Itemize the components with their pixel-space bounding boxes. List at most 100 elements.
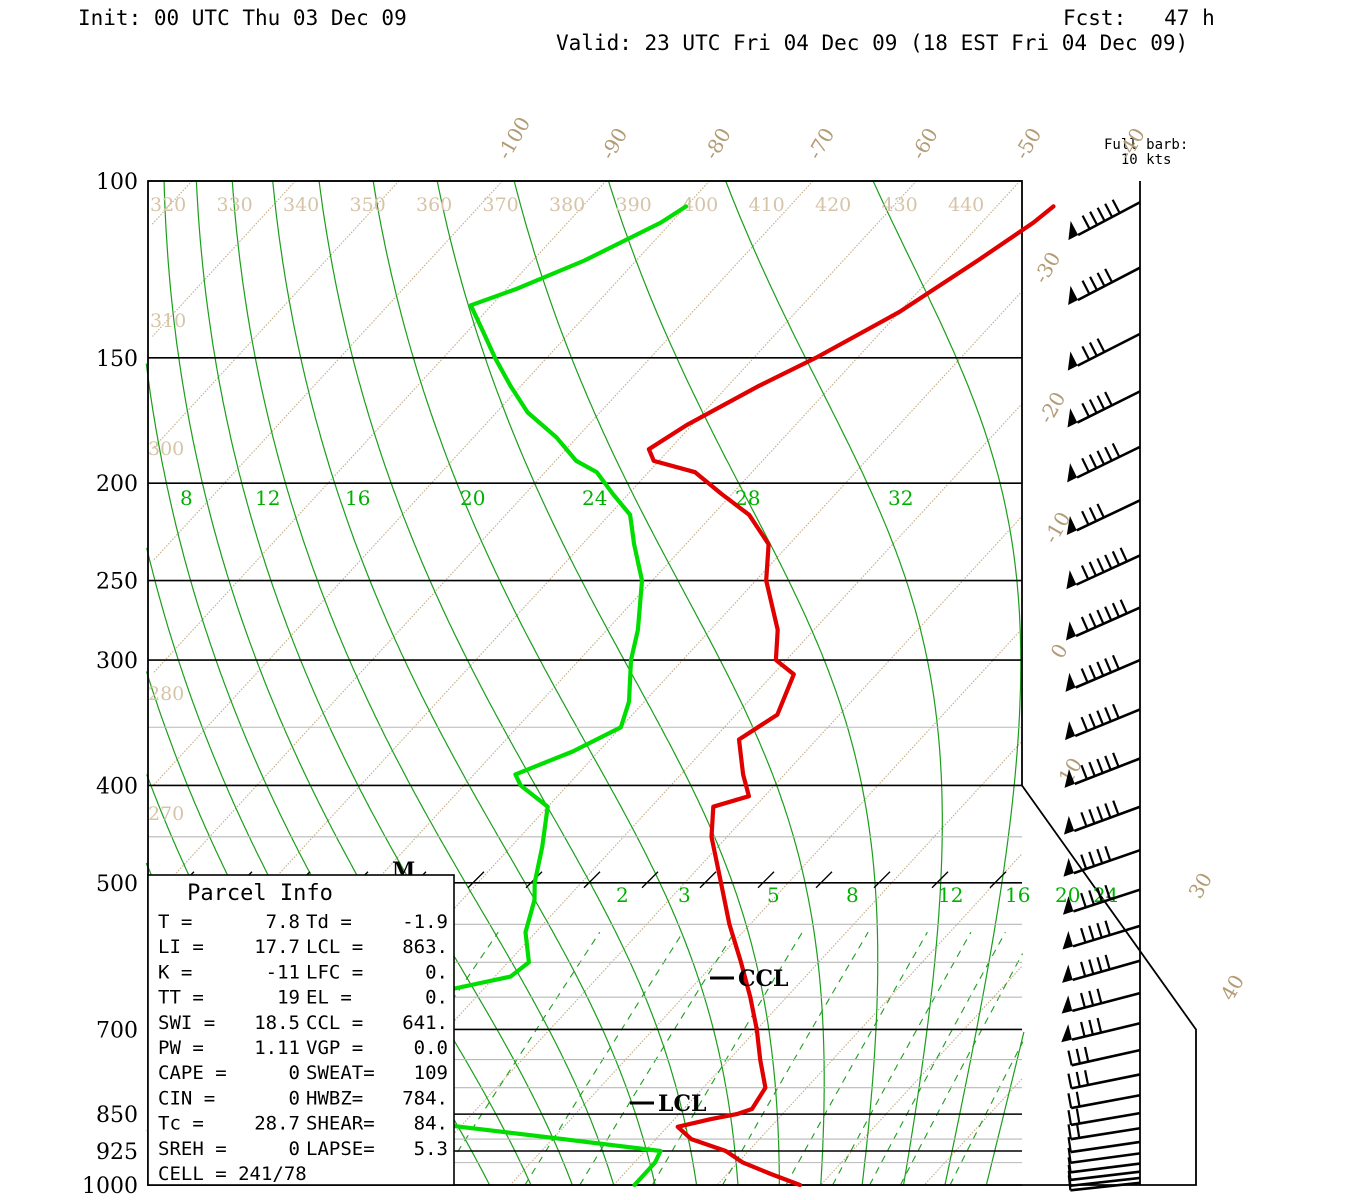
isotherm-right-label--30: -30 [1029, 248, 1066, 288]
ccl-label: CCL [738, 966, 789, 992]
theta-side-label-310: 310 [150, 310, 186, 332]
moist-adiabat-label-32: 32 [888, 486, 913, 510]
pressure-tick-250: 250 [96, 570, 138, 595]
parcel-label-right-5: VGP = [306, 1037, 363, 1059]
parcel-label-right-2: LFC = [306, 961, 363, 983]
isotherm-label--90: -90 [595, 124, 632, 164]
theta-label-360: 360 [416, 194, 452, 216]
pressure-tick-300: 300 [96, 649, 138, 674]
parcel-label-right-1: LCL = [306, 936, 363, 958]
parcel-value-left-2: -11 [266, 961, 300, 983]
isotherm-top-labels: -100 -90 -80 -70 -60 -50 -40 [492, 113, 1150, 164]
isotherm-right-label-0: 0 [1046, 639, 1073, 662]
parcel-label-left-1: LI = [158, 936, 204, 958]
theta-label-440: 440 [948, 194, 984, 216]
moist-adiabat-label-12: 12 [255, 486, 280, 510]
full-barb-legend: Full barb: 10 kts [1104, 137, 1189, 168]
pressure-tick-labels: 100 150 200 250 300 400 500 700 850 925 1000 [82, 170, 138, 1199]
theta-side-label-270: 270 [148, 803, 184, 825]
pressure-tick-500: 500 [96, 872, 138, 897]
pressure-tick-850: 850 [96, 1103, 138, 1128]
pressure-tick-700: 700 [96, 1018, 138, 1043]
forecast-hour-label: Fcst: 47 h [1063, 6, 1215, 30]
parcel-value-right-4: 641. [402, 1012, 448, 1034]
lcl-label: LCL [658, 1091, 706, 1117]
isotherm-label--80: -80 [699, 124, 736, 164]
wind-barb [1067, 1147, 1141, 1165]
wind-barb-column [1061, 199, 1141, 1192]
theta-label-330: 330 [217, 194, 253, 216]
parcel-value-left-6: 0 [289, 1062, 300, 1084]
parcel-value-left-1: 17.7 [254, 936, 300, 958]
parcel-label-left-7: CIN = [158, 1087, 215, 1109]
parcel-label-right-4: CCL = [306, 1012, 363, 1034]
theta-label-370: 370 [483, 194, 519, 216]
parcel-info-box: Parcel Info T = 7.8 Td = -1.9 LI = 17.7 LCL = 86… [147, 874, 455, 1186]
wind-barb [1068, 199, 1141, 241]
wind-barb [1065, 599, 1141, 641]
parcel-label-left-8: Tc = [158, 1113, 204, 1135]
wind-barb [1067, 1070, 1141, 1090]
wind-barb [1067, 1157, 1141, 1174]
pressure-tick-150: 150 [96, 347, 138, 372]
parcel-value-right-1: 863. [402, 936, 448, 958]
mixing-ratio-label-2: 2 [616, 883, 629, 907]
wind-barb [1062, 884, 1141, 915]
parcel-value-right-8: 84. [414, 1113, 448, 1135]
parcel-value-left-8: 28.7 [254, 1113, 300, 1135]
parcel-value-left-7: 0 [289, 1087, 300, 1109]
theta-side-label-300: 300 [148, 438, 184, 460]
parcel-value-left-5: 1.11 [254, 1037, 300, 1059]
theta-label-390: 390 [616, 194, 652, 216]
theta-label-400: 400 [682, 194, 718, 216]
parcel-label-right-0: Td = [306, 911, 352, 933]
moist-adiabat-label-8: 8 [180, 486, 193, 510]
wind-barb [1067, 332, 1141, 371]
wind-barb [1066, 547, 1141, 590]
parcel-label-left-9: SREH = [158, 1138, 227, 1160]
wind-barb [1067, 1108, 1141, 1127]
parcel-value-right-5: 0.0 [414, 1037, 448, 1059]
pressure-tick-100: 100 [96, 170, 138, 195]
wind-barb [1062, 954, 1141, 983]
parcel-value-right-3: 0. [425, 987, 448, 1009]
wind-barb [1065, 703, 1141, 741]
parcel-value-right-6: 109 [414, 1062, 448, 1084]
theta-label-430: 430 [882, 194, 918, 216]
wind-barb [1067, 1175, 1141, 1192]
wind-barb [1061, 1017, 1141, 1043]
parcel-info-title: Parcel Info [187, 881, 333, 906]
isotherm-label--100: -100 [492, 113, 535, 164]
pressure-tick-925: 925 [96, 1140, 138, 1165]
theta-label-420: 420 [815, 194, 851, 216]
theta-label-340: 340 [283, 194, 319, 216]
wind-barb [1067, 1137, 1141, 1154]
isotherm-lines [145, 180, 1023, 1186]
parcel-label-left-6: CAPE = [158, 1062, 227, 1084]
trace-temperature [646, 204, 1056, 1188]
mixing-ratio-label-8: 8 [846, 883, 859, 907]
wind-barb [1066, 499, 1141, 536]
wind-barb [1067, 442, 1141, 483]
wind-barb [1064, 752, 1141, 788]
isotherm-right-label-40: 40 [1216, 970, 1250, 1004]
parcel-value-left-3: 19 [277, 987, 300, 1009]
wind-barb [1061, 988, 1141, 1014]
theta-label-380: 380 [549, 194, 585, 216]
mixing-ratio-label-12: 12 [938, 883, 963, 907]
parcel-label-left-0: T = [158, 911, 192, 933]
pressure-tick-200: 200 [96, 472, 138, 497]
pressure-tick-1000: 1000 [82, 1174, 138, 1199]
mixing-ratio-label-3: 3 [678, 883, 691, 907]
theta-label-320: 320 [150, 194, 186, 216]
theta-label-350: 350 [350, 194, 386, 216]
moist-adiabat-labels: 8 12 16 20 24 28 32 [180, 486, 913, 510]
parcel-label-right-7: HWBZ= [306, 1087, 363, 1109]
parcel-label-left-3: TT = [158, 987, 204, 1009]
wind-barb [1065, 654, 1141, 692]
moist-adiabat-label-16: 16 [345, 486, 370, 510]
wind-barb [1063, 845, 1141, 877]
mixing-ratio-label-16: 16 [1005, 883, 1030, 907]
parcel-value-right-2: 0. [425, 961, 448, 983]
